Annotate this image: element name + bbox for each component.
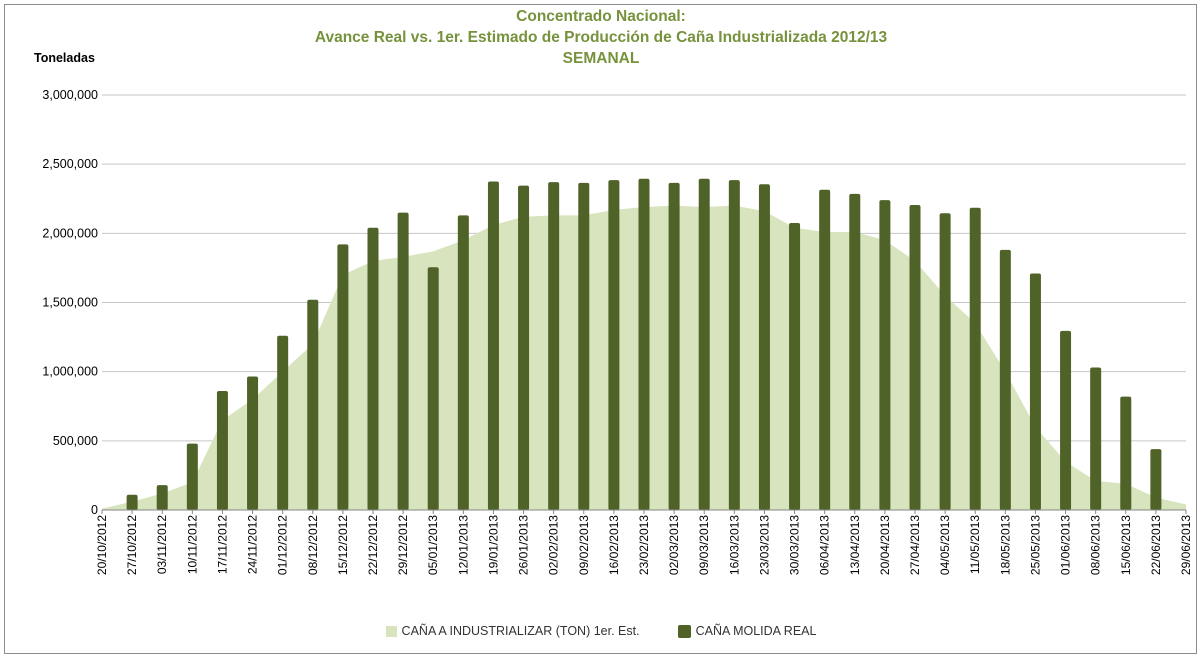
y-tick-labels: 0 500,000 1,000,000 1,500,000 2,000,000 2,500… bbox=[42, 88, 98, 517]
x-tick-label: 15/12/2012 bbox=[336, 515, 350, 575]
x-tick-label: 27/04/2013 bbox=[908, 515, 922, 575]
bar-real bbox=[518, 185, 530, 510]
x-tick-label: 16/03/2013 bbox=[727, 515, 741, 575]
bar-real bbox=[156, 485, 168, 510]
bar-real bbox=[879, 200, 891, 510]
y-tick-label: 2,500,000 bbox=[42, 157, 98, 171]
x-tick-label: 08/06/2013 bbox=[1089, 515, 1103, 575]
bar-real bbox=[819, 189, 831, 510]
bar-real bbox=[1150, 449, 1162, 510]
x-tick-label: 10/11/2012 bbox=[185, 515, 199, 574]
bar-real bbox=[1120, 396, 1132, 510]
bar-real bbox=[307, 299, 319, 510]
y-tick-label: 500,000 bbox=[53, 434, 98, 448]
bar-real bbox=[909, 204, 921, 510]
y-tick-label: 2,000,000 bbox=[42, 226, 98, 240]
bar-real bbox=[668, 182, 680, 510]
bar-real bbox=[397, 212, 409, 511]
x-tick-label: 09/02/2013 bbox=[577, 515, 591, 575]
x-tick-label: 30/03/2013 bbox=[788, 515, 802, 575]
y-axis-label: Toneladas bbox=[34, 51, 95, 65]
legend-item-real: CAÑA MOLIDA REAL bbox=[677, 624, 817, 638]
y-tick-label: 1,000,000 bbox=[42, 365, 98, 379]
bar-real bbox=[999, 249, 1011, 510]
bar-real bbox=[216, 391, 228, 510]
bar-real bbox=[457, 215, 469, 510]
bar-real bbox=[247, 376, 259, 510]
bar-real bbox=[337, 244, 349, 510]
x-tick-label: 05/01/2013 bbox=[426, 515, 440, 575]
bar-real bbox=[939, 213, 951, 510]
bar-real bbox=[969, 207, 981, 510]
y-tick-label: 1,500,000 bbox=[42, 296, 98, 310]
x-tick-label: 08/12/2012 bbox=[306, 515, 320, 575]
bar-real bbox=[578, 182, 590, 510]
bar-real bbox=[728, 180, 740, 510]
x-tick-label: 22/06/2013 bbox=[1149, 515, 1163, 575]
x-tick-label: 20/10/2012 bbox=[95, 515, 109, 575]
x-tick-label: 18/05/2013 bbox=[998, 515, 1012, 575]
bar-real bbox=[608, 180, 620, 510]
bar-real bbox=[849, 193, 861, 511]
bar-real bbox=[698, 178, 710, 511]
x-tick-label: 24/11/2012 bbox=[246, 515, 260, 574]
x-tick-label: 12/01/2013 bbox=[456, 515, 470, 575]
x-tick-label: 11/05/2013 bbox=[968, 515, 982, 574]
x-tick-label: 27/10/2012 bbox=[125, 515, 139, 575]
bar-real bbox=[548, 182, 560, 510]
bar-real bbox=[427, 267, 439, 510]
legend-label-estimate: CAÑA A INDUSTRIALIZAR (TON) 1er. Est. bbox=[401, 624, 640, 638]
bar-real bbox=[126, 494, 138, 510]
bar-real bbox=[367, 227, 379, 511]
x-tick-label: 02/02/2013 bbox=[547, 515, 561, 575]
x-tick-label: 13/04/2013 bbox=[848, 515, 862, 575]
x-tick-label: 09/03/2013 bbox=[697, 515, 711, 575]
x-tick-label: 16/02/2013 bbox=[607, 515, 621, 575]
bar-real bbox=[277, 335, 289, 510]
bar-real bbox=[638, 178, 650, 511]
legend-swatch-estimate bbox=[385, 625, 397, 637]
legend-label-real: CAÑA MOLIDA REAL bbox=[695, 624, 817, 638]
x-tick-label: 04/05/2013 bbox=[938, 515, 952, 575]
x-tick-label: 06/04/2013 bbox=[818, 515, 832, 575]
bar-real bbox=[1029, 273, 1041, 510]
chart-title-line-2: Avance Real vs. 1er. Estimado de Producc… bbox=[314, 29, 888, 46]
x-tick-label: 23/02/2013 bbox=[637, 515, 651, 575]
bar-real bbox=[487, 181, 499, 511]
x-tick-labels: 20/10/2012 27/10/2012 03/11/2012 10/11/2012… bbox=[95, 510, 1193, 575]
x-tick-label: 15/06/2013 bbox=[1119, 515, 1133, 575]
chart-title-line-1: Concentrado Nacional: bbox=[516, 8, 686, 25]
x-tick-label: 26/01/2013 bbox=[517, 515, 531, 575]
x-tick-label: 01/12/2012 bbox=[276, 515, 290, 575]
bar-real bbox=[789, 222, 801, 511]
real-bar-series bbox=[126, 178, 1162, 511]
legend-swatch-real bbox=[677, 624, 691, 638]
chart-title-line-3: SEMANAL bbox=[562, 50, 640, 67]
x-tick-label: 29/06/2013 bbox=[1179, 515, 1193, 575]
x-tick-label: 02/03/2013 bbox=[667, 515, 681, 575]
bar-real bbox=[758, 184, 770, 510]
bar-real bbox=[1090, 367, 1102, 510]
x-tick-label: 29/12/2012 bbox=[396, 515, 410, 575]
x-tick-label: 03/11/2012 bbox=[155, 515, 169, 574]
x-tick-label: 19/01/2013 bbox=[486, 515, 500, 575]
chart-title: Concentrado Nacional: Avance Real vs. 1e… bbox=[0, 6, 1202, 69]
x-tick-label: 01/06/2013 bbox=[1059, 515, 1073, 575]
legend-item-estimate: CAÑA A INDUSTRIALIZAR (TON) 1er. Est. bbox=[385, 624, 640, 638]
x-tick-label: 17/11/2012 bbox=[215, 515, 229, 574]
x-tick-label: 20/04/2013 bbox=[878, 515, 892, 575]
x-tick-label: 23/03/2013 bbox=[757, 515, 771, 575]
legend: CAÑA A INDUSTRIALIZAR (TON) 1er. Est. CA… bbox=[0, 624, 1202, 638]
x-tick-label: 25/05/2013 bbox=[1028, 515, 1042, 575]
y-tick-label: 0 bbox=[91, 503, 98, 517]
x-tick-label: 22/12/2012 bbox=[366, 515, 380, 575]
bar-real bbox=[1060, 330, 1072, 510]
bar-real bbox=[186, 443, 198, 510]
y-tick-label: 3,000,000 bbox=[42, 88, 98, 102]
